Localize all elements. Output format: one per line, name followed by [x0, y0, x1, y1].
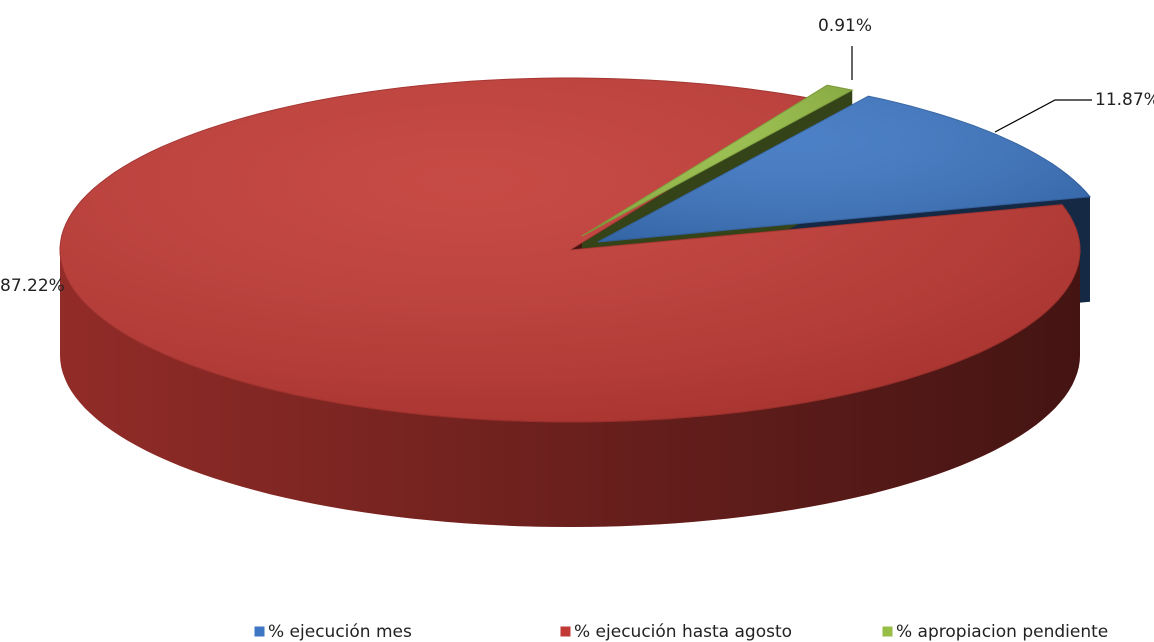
- legend-marker: [559, 625, 572, 638]
- slice-shade: [582, 85, 853, 236]
- legend-label: % ejecución mes: [268, 622, 412, 642]
- legend-label: % ejecución hasta agosto: [574, 622, 792, 642]
- data-label: 0.91%: [818, 16, 872, 36]
- data-label: 87.22%: [0, 276, 65, 296]
- data-label: 11.87%: [1095, 90, 1154, 110]
- legend-label: % apropiacion pendiente: [896, 622, 1108, 642]
- legend-marker: [881, 625, 894, 638]
- leader-line: [994, 99, 1092, 133]
- slice-shade: [60, 78, 1080, 422]
- slice-shade: [598, 96, 1090, 242]
- legend-marker: [253, 625, 266, 638]
- slice-wall-shade: [60, 250, 1080, 527]
